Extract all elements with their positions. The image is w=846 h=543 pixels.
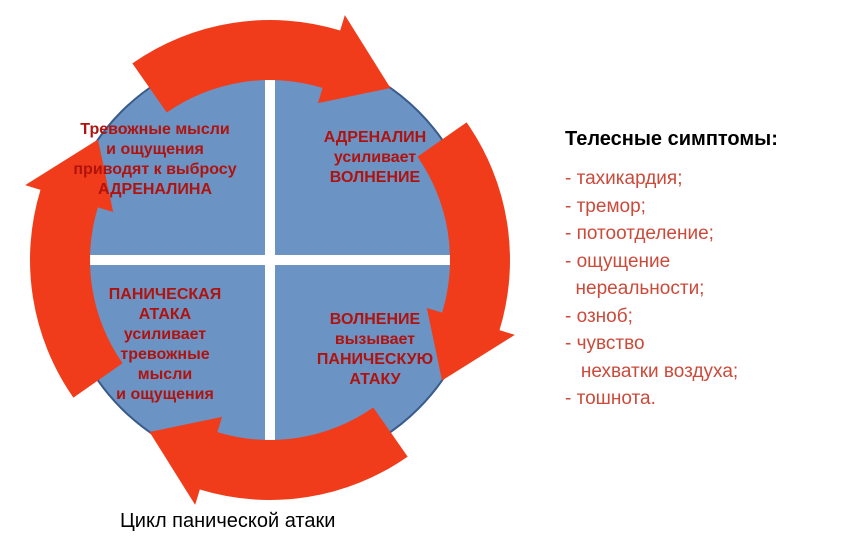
cycle-diagram: Тревожные мыслии ощущенияприводят к выбр…: [20, 10, 520, 510]
symptoms-panel: Телесные симптомы: - тахикардия; - тремо…: [565, 128, 840, 413]
symptoms-title: Телесные симптомы:: [565, 128, 840, 151]
diagram-caption: Цикл панической атаки: [120, 510, 335, 533]
symptoms-list: - тахикардия; - тремор; - потоотделение;…: [565, 165, 840, 413]
cycle-svg: [20, 10, 520, 510]
